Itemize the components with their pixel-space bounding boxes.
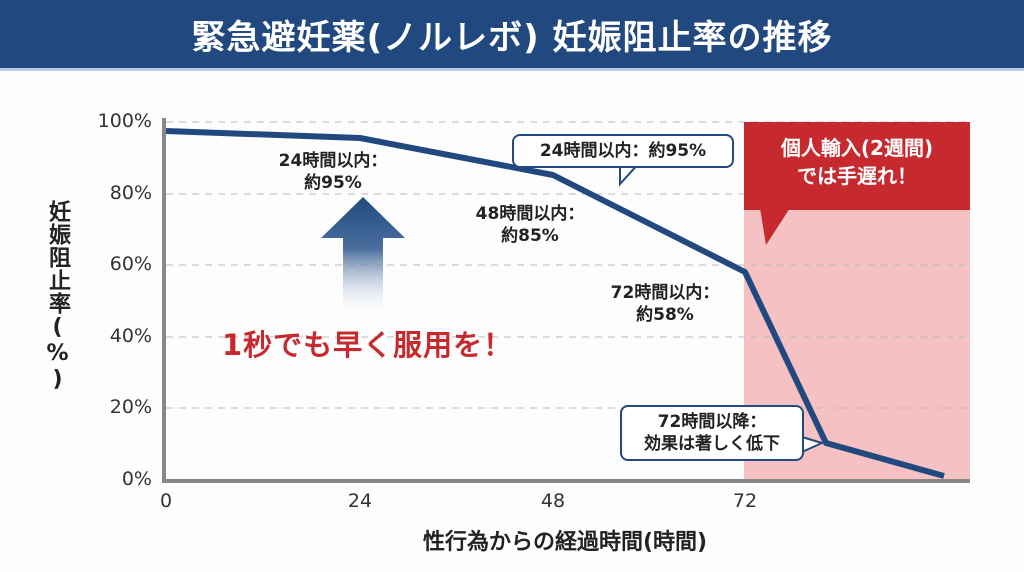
x-tick: 48 (540, 490, 566, 512)
annotation-text: 48時間以内： (475, 204, 585, 224)
call-to-action: 1秒でも早く服用を！ (222, 328, 514, 362)
callout-24h: 24時間以内：約95% (512, 134, 734, 168)
annotation-text: 約95% (304, 173, 362, 193)
page-title: 緊急避妊薬(ノルレボ) 妊娠阻止率の推移 (191, 17, 833, 58)
x-tick: 24 (347, 490, 373, 512)
data-line (165, 128, 945, 479)
annotation-text: 約85% (501, 226, 559, 246)
callout-tail (760, 208, 790, 245)
annotation-text: 72時間以内： (610, 283, 720, 303)
annotation-72h: 72時間以内： 約58% (590, 282, 740, 326)
y-tick: 0% (121, 468, 152, 490)
x-tick: 72 (732, 490, 758, 512)
annotation-48h: 48時間以内： 約85% (455, 203, 605, 247)
y-tick: 80% (109, 182, 152, 204)
title-bar: 緊急避妊薬(ノルレボ) 妊娠阻止率の推移 (0, 0, 1024, 68)
y-tick: 60% (109, 253, 152, 275)
warning-text: 個人輸入(2週間) (780, 136, 934, 160)
y-axis-label: 妊娠阻止率(%) (45, 200, 70, 393)
callout-text: 効果は著しく低下 (644, 434, 780, 454)
annotation-text: 約58% (636, 305, 694, 325)
header-divider (0, 68, 1024, 71)
y-tick: 20% (109, 396, 152, 418)
y-tick: 100% (97, 110, 152, 132)
x-tick: 0 (159, 490, 173, 512)
callout-after-72h: 72時間以降： 効果は著しく低下 (620, 405, 804, 461)
import-warning-callout: 個人輸入(2週間) では手遅れ！ (744, 122, 970, 210)
y-tick: 40% (109, 325, 152, 347)
annotation-text: 24時間以内： (278, 151, 388, 171)
warning-text: では手遅れ！ (797, 164, 917, 188)
annotation-24h: 24時間以内： 約95% (258, 150, 408, 194)
x-axis-label: 性行為からの経過時間(時間) (422, 530, 708, 555)
up-arrow-icon (321, 197, 405, 312)
callout-text: 72時間以降： (657, 412, 767, 432)
